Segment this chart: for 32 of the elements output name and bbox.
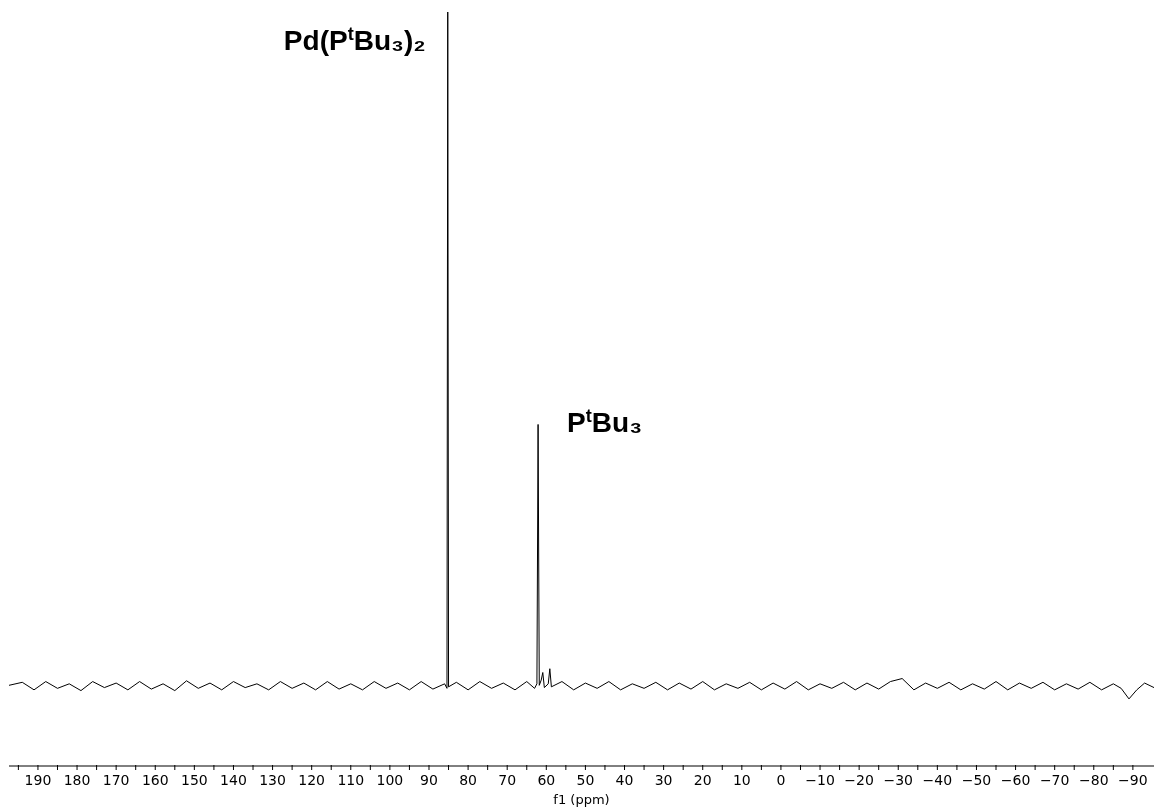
x-tick-label: 150 bbox=[180, 772, 208, 788]
x-tick-label: 40 bbox=[615, 772, 634, 788]
x-tick-label: −10 bbox=[805, 772, 835, 788]
annotation: P$^{t}$Bu₃ bbox=[567, 406, 643, 439]
x-tick-label: 100 bbox=[376, 772, 404, 788]
x-tick-label: 30 bbox=[654, 772, 673, 788]
x-tick-label: 120 bbox=[298, 772, 326, 788]
x-tick-label: 0 bbox=[776, 772, 786, 788]
x-axis-title: f1 (ppm) bbox=[553, 792, 610, 807]
x-tick-label: 80 bbox=[459, 772, 478, 788]
annotation: Pd(P$^{t}$Bu₃)₂ bbox=[283, 24, 426, 56]
x-tick-label: −40 bbox=[922, 772, 953, 788]
x-tick-label: 110 bbox=[337, 772, 365, 788]
x-tick-label: 50 bbox=[576, 772, 595, 788]
x-tick-label: −70 bbox=[1039, 772, 1070, 788]
x-tick-label: −20 bbox=[844, 772, 874, 788]
x-tick-label: 190 bbox=[24, 772, 52, 788]
x-tick-label: 170 bbox=[102, 772, 130, 788]
x-tick-label: −50 bbox=[961, 772, 992, 788]
x-tick-label: 180 bbox=[63, 772, 91, 788]
x-tick-label: 90 bbox=[420, 772, 438, 788]
x-tick-label: 130 bbox=[259, 772, 286, 788]
x-tick-label: 10 bbox=[732, 772, 751, 788]
x-tick-label: 70 bbox=[498, 772, 517, 788]
x-tick-label: 140 bbox=[220, 772, 247, 788]
x-tick-label: 60 bbox=[537, 772, 556, 788]
x-tick-label: 160 bbox=[141, 772, 169, 788]
x-tick-label: 20 bbox=[693, 772, 712, 788]
x-tick-label: −90 bbox=[1118, 772, 1148, 788]
x-tick-label: −60 bbox=[1000, 772, 1031, 788]
x-tick-label: −30 bbox=[883, 772, 914, 788]
x-tick-label: −80 bbox=[1079, 772, 1109, 788]
